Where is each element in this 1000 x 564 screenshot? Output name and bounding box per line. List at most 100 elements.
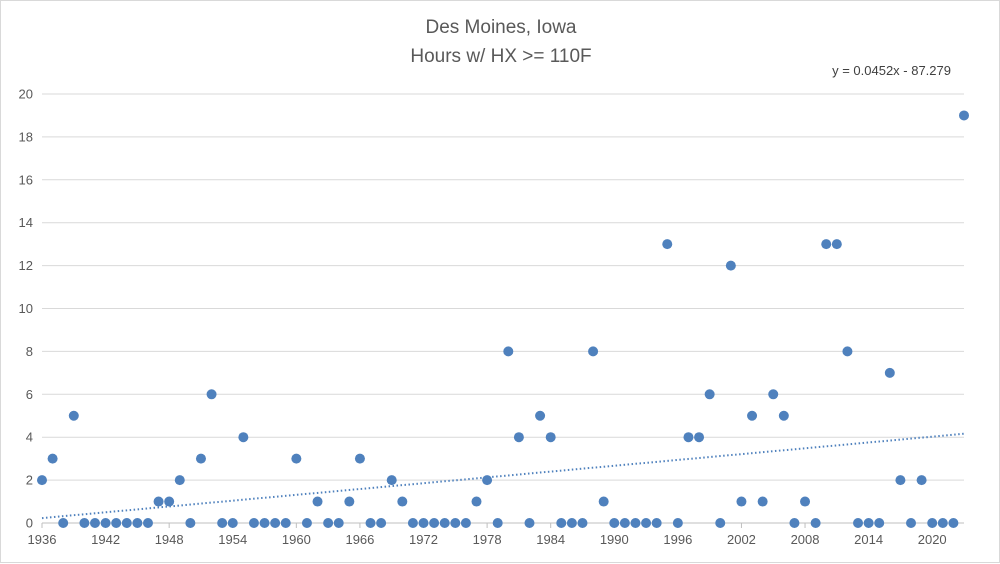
data-point — [863, 518, 874, 528]
data-point — [164, 496, 175, 507]
data-point — [577, 518, 588, 528]
x-tick-label: 1936 — [28, 532, 57, 547]
data-point — [884, 367, 895, 378]
axes: 0 2 4 6 8 10 12 14 16 18 20 1936 1942 1948 1954 1960 196… — [19, 87, 964, 547]
data-point — [725, 260, 736, 271]
data-point — [651, 518, 662, 528]
data-point — [482, 475, 493, 486]
x-tick-label: 1972 — [409, 532, 438, 547]
data-point — [641, 518, 652, 528]
data-point — [831, 239, 842, 250]
y-tick-label: 18 — [19, 129, 33, 144]
data-point — [259, 518, 270, 528]
data-point — [800, 496, 811, 507]
data-point — [365, 518, 376, 528]
y-tick-label: 20 — [19, 87, 33, 102]
data-point — [503, 346, 514, 357]
data-point — [471, 496, 482, 507]
trendline-equation: y = 0.0452x - 87.279 — [832, 63, 951, 78]
data-point — [153, 496, 164, 507]
data-point — [959, 110, 969, 121]
data-point — [694, 432, 705, 443]
data-point — [227, 518, 238, 528]
y-tick-label: 0 — [26, 516, 33, 531]
data-point — [715, 518, 726, 528]
data-point — [429, 518, 440, 528]
data-point — [513, 432, 524, 443]
data-point — [895, 475, 906, 486]
data-point — [524, 518, 535, 528]
data-point — [598, 496, 609, 507]
data-point — [757, 496, 768, 507]
data-point — [672, 518, 683, 528]
data-point — [206, 389, 217, 400]
data-point — [79, 518, 90, 528]
data-point — [460, 518, 471, 528]
data-point — [683, 432, 694, 443]
data-point — [386, 475, 397, 486]
data-point — [68, 410, 79, 421]
data-point — [397, 496, 408, 507]
data-point — [439, 518, 450, 528]
data-point — [312, 496, 323, 507]
data-point — [100, 518, 111, 528]
data-point — [89, 518, 100, 528]
data-point — [185, 518, 196, 528]
x-tick-label: 1942 — [91, 532, 120, 547]
data-point — [853, 518, 864, 528]
data-point — [174, 475, 185, 486]
data-point — [778, 410, 789, 421]
data-point — [121, 518, 132, 528]
x-tick-label: 1954 — [218, 532, 247, 547]
data-point — [747, 410, 758, 421]
data-points — [37, 110, 969, 528]
data-point — [810, 518, 821, 528]
data-point — [238, 432, 249, 443]
data-point — [111, 518, 122, 528]
data-point — [418, 518, 429, 528]
data-point — [927, 518, 938, 528]
y-tick-label: 16 — [19, 172, 33, 187]
data-point — [132, 518, 143, 528]
data-point — [217, 518, 228, 528]
data-point — [270, 518, 281, 528]
data-point — [195, 453, 206, 464]
data-point — [937, 518, 948, 528]
data-point — [874, 518, 885, 528]
data-point — [333, 518, 344, 528]
x-tick-label: 1948 — [155, 532, 184, 547]
x-tick-label: 1966 — [345, 532, 374, 547]
data-point — [566, 518, 577, 528]
gridlines — [42, 93, 964, 481]
chart-subtitle: Hours w/ HX >= 110F — [410, 46, 592, 67]
data-point — [354, 453, 365, 464]
y-tick-label: 14 — [19, 215, 33, 230]
x-tick-label: 1978 — [473, 532, 502, 547]
x-tick-label: 2008 — [791, 532, 820, 547]
y-tick-label: 4 — [26, 430, 33, 445]
data-point — [248, 518, 259, 528]
data-point — [630, 518, 641, 528]
data-point — [58, 518, 69, 528]
data-point — [344, 496, 355, 507]
y-tick-label: 2 — [26, 473, 33, 488]
data-point — [37, 475, 47, 486]
data-point — [545, 432, 556, 443]
x-tick-label: 1984 — [536, 532, 565, 547]
data-point — [556, 518, 567, 528]
data-point — [609, 518, 620, 528]
data-point — [821, 239, 832, 250]
data-point — [662, 239, 673, 250]
data-point — [916, 475, 927, 486]
x-tick-label: 2020 — [918, 532, 947, 547]
y-tick-label: 8 — [26, 344, 33, 359]
data-point — [301, 518, 312, 528]
data-point — [768, 389, 779, 400]
y-tick-label: 12 — [19, 258, 33, 273]
data-point — [789, 518, 800, 528]
data-point — [588, 346, 599, 357]
data-point — [407, 518, 418, 528]
data-point — [619, 518, 630, 528]
data-point — [842, 346, 853, 357]
